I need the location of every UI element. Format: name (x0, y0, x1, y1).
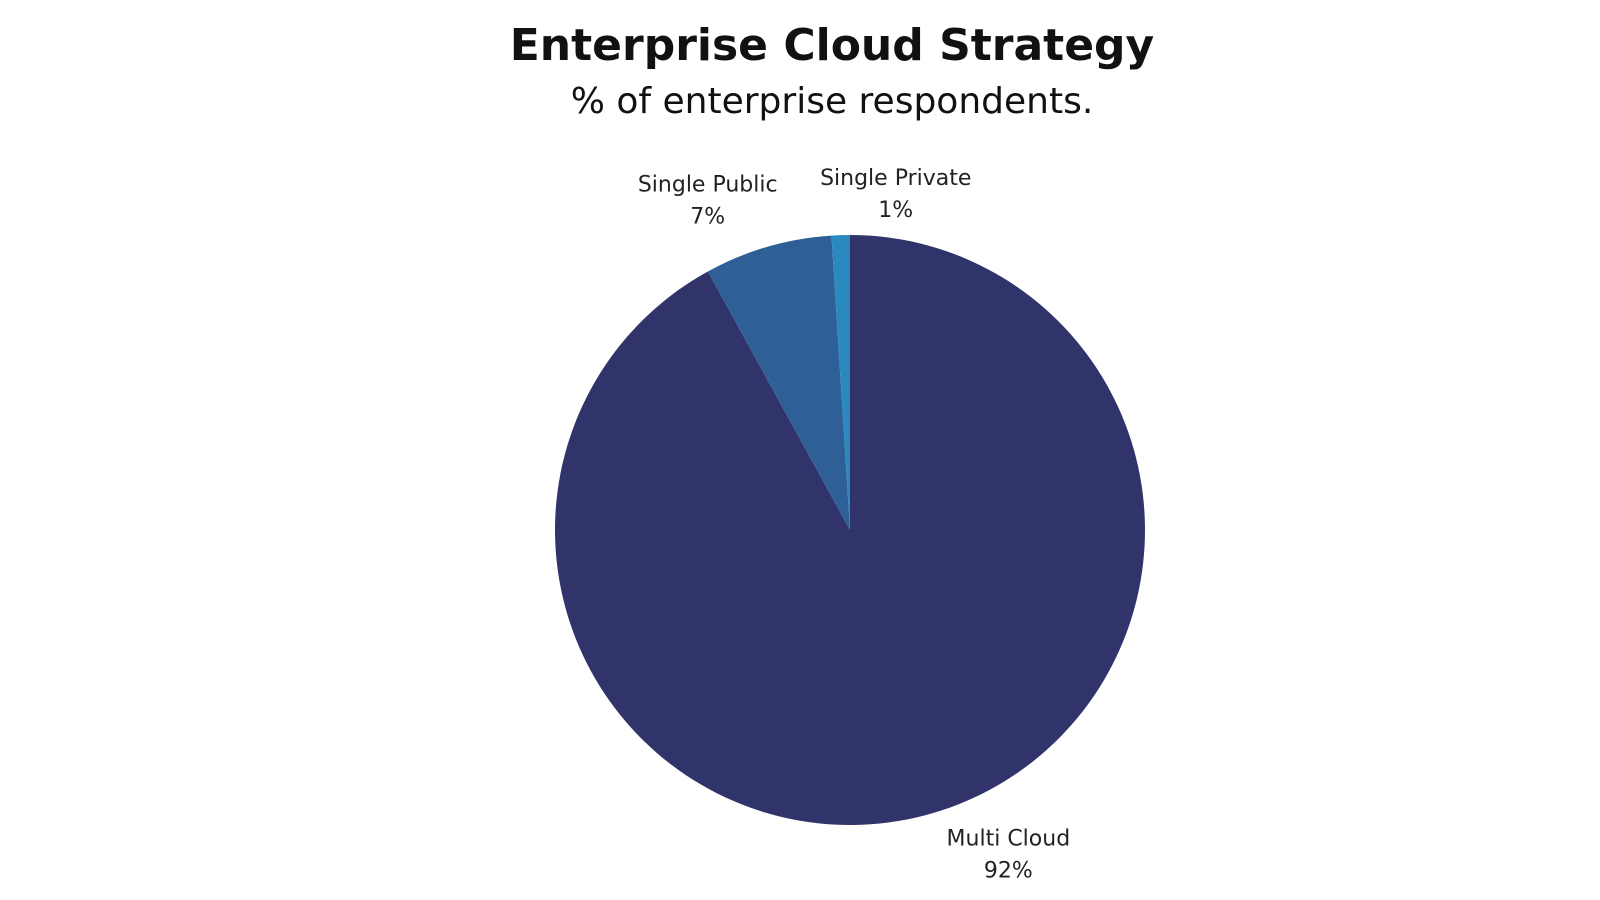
pie-labels: Multi Cloud 92% Single Public 7% Single Priv… (638, 166, 1070, 884)
chart-title: Enterprise Cloud Strategy (510, 20, 1155, 71)
slice-label-name: Multi Cloud (947, 827, 1071, 852)
slice-label-name: Single Private (820, 166, 971, 191)
pie-slice-single-public (707, 235, 850, 531)
pie-slice-single-private (831, 235, 850, 530)
slice-label-value: 1% (878, 198, 913, 223)
pie-slice-multi-cloud (555, 235, 1145, 825)
chart-subtitle: % of enterprise respondents. (571, 81, 1094, 122)
slice-label-value: 7% (690, 205, 725, 230)
slice-label-value: 92% (984, 859, 1033, 884)
pie-slices (555, 235, 1145, 825)
slice-label-name: Single Public (638, 173, 778, 198)
